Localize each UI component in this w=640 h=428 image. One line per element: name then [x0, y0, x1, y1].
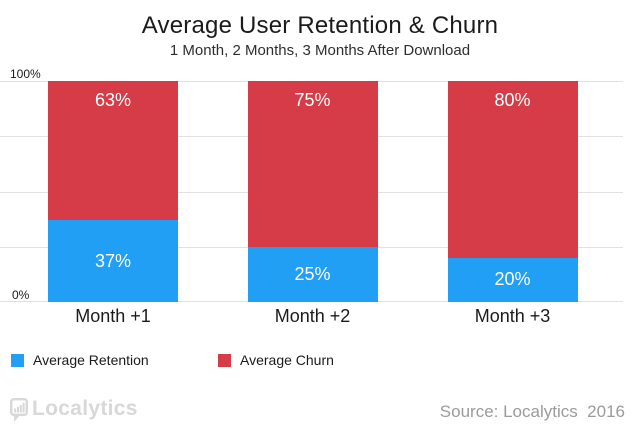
legend-item: Average Retention: [11, 349, 149, 371]
legend-swatch: [218, 353, 231, 367]
legend-label: Average Retention: [33, 352, 149, 368]
y-tick-label: 100%: [10, 67, 41, 81]
legend-item: Average Churn: [218, 349, 334, 371]
bar-segment-retention: 37%: [48, 220, 178, 302]
logo-text: Localytics: [32, 397, 138, 420]
localytics-logo: Localytics: [10, 398, 138, 424]
x-tick-label: Month +1: [75, 306, 151, 326]
bar-chart-speech-bubble-icon: [10, 398, 29, 422]
bar-segment-churn: 75%: [247, 81, 378, 247]
bar-value-label-retention: 37%: [94, 250, 132, 271]
legend-label: Average Churn: [240, 352, 334, 368]
bar-segment-churn: 80%: [447, 81, 578, 258]
legend-swatch: [11, 353, 24, 367]
bar-value-label-retention: 25%: [294, 263, 331, 284]
bar-segment-retention: 20%: [447, 257, 578, 302]
plot-area: 100% 0% 63% 37% Month +1 75% 25% Month +2 80% 20%…: [0, 67, 640, 326]
bar-value-label-churn: 80%: [494, 90, 531, 110]
x-tick-label: Month +3: [474, 306, 551, 326]
chart-subtitle: 1 Month, 2 Months, 3 Months After Downlo…: [169, 42, 471, 59]
bar-value-label-churn: 75%: [294, 90, 331, 110]
bar-value-label-churn: 63%: [94, 90, 132, 110]
chart-title: Average User Retention & Churn: [141, 12, 499, 39]
bar-segment-churn: 63%: [48, 81, 178, 221]
bar-segment-retention: 25%: [247, 246, 378, 302]
source-text: Source: Localytics 2016: [439, 402, 625, 421]
y-tick-label: 0%: [12, 288, 30, 302]
x-tick-label: Month +2: [274, 306, 351, 326]
legend: Average Retention Average Churn: [0, 349, 640, 371]
bar-value-label-retention: 20%: [494, 269, 531, 290]
